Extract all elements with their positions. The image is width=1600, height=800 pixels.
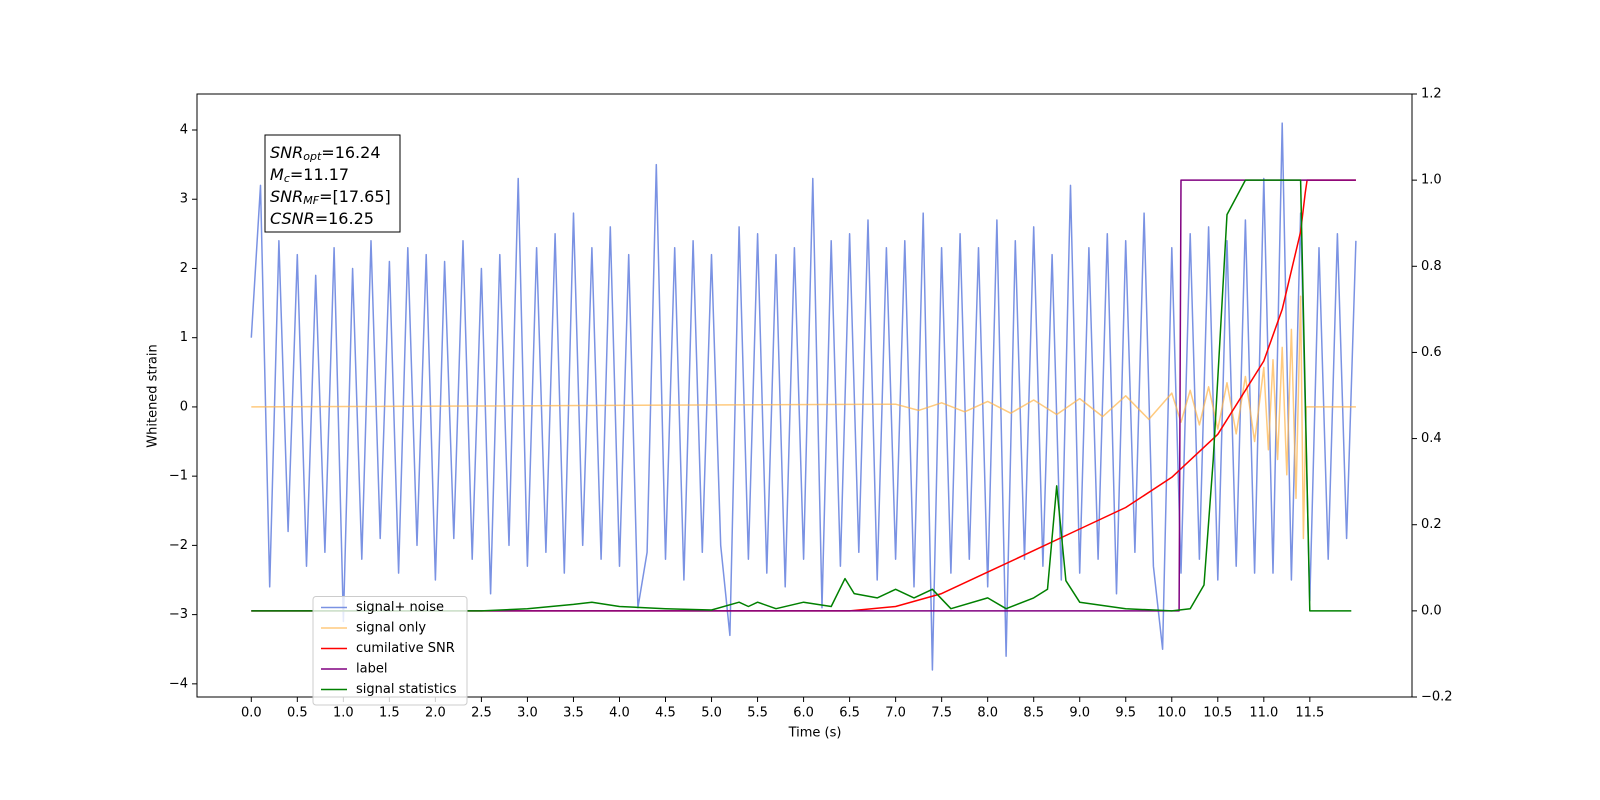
y-tick-label: 3 — [180, 192, 188, 207]
x-tick-label: 10.5 — [1203, 706, 1232, 721]
x-axis-label: Time (s) — [788, 726, 842, 741]
y2-tick-label: 0.6 — [1421, 345, 1442, 360]
x-tick-label: 9.5 — [1115, 706, 1136, 721]
legend-frame — [312, 596, 468, 706]
x-tick-label: 7.0 — [885, 706, 906, 721]
annotation-value: =16.24 — [321, 143, 380, 162]
x-tick-label: 4.5 — [655, 706, 676, 721]
legend-label: signal only — [356, 621, 426, 636]
y-tick-label: −1 — [169, 469, 188, 484]
annotation-box — [264, 134, 401, 233]
x-tick-label: 11.5 — [1295, 706, 1324, 721]
y2-tick-label: 1.0 — [1421, 173, 1442, 188]
x-tick-label: 5.0 — [701, 706, 722, 721]
x-tick-label: 9.0 — [1069, 706, 1090, 721]
x-tick-label: 3.5 — [563, 706, 584, 721]
y-tick-label: −3 — [169, 607, 188, 622]
x-tick-label: 6.5 — [839, 706, 860, 721]
annotation-line: SNRMF=[17.65] — [270, 187, 391, 208]
series-line — [251, 295, 1356, 540]
annotation-line: SNRopt=16.24 — [270, 143, 381, 164]
legend-label: signal statistics — [356, 682, 457, 697]
y-tick-label: 2 — [180, 261, 188, 276]
y2-tick-label: 1.2 — [1421, 87, 1442, 102]
x-tick-label: 1.5 — [379, 706, 400, 721]
y2-tick-label: −0.2 — [1421, 690, 1453, 705]
series-line — [251, 179, 1352, 612]
x-tick-label: 11.0 — [1249, 706, 1278, 721]
y-axis-label: Whitened strain — [146, 344, 161, 447]
x-tick-label: 5.5 — [747, 706, 768, 721]
legend-label: signal+ noise — [356, 600, 444, 615]
x-tick-label: 2.5 — [471, 706, 492, 721]
legend-label: cumilative SNR — [356, 641, 455, 656]
annotation: SNRopt=16.24Mc=11.17SNRMF=[17.65]CSNR=16… — [264, 134, 401, 233]
x-tick-label: 7.5 — [931, 706, 952, 721]
series-line — [251, 179, 1356, 612]
annotation-symbol: SNR — [270, 143, 303, 162]
annotation-subscript: opt — [303, 150, 322, 163]
y2-tick-label: 0.0 — [1421, 603, 1442, 618]
annotation-subscript: MF — [303, 194, 319, 207]
legend: signal+ noise signal only cumilative SNR la… — [312, 596, 468, 706]
y2-tick-label: 0.2 — [1421, 517, 1442, 532]
annotation-value: =11.17 — [290, 165, 349, 184]
y2-tick-label: 0.8 — [1421, 259, 1442, 274]
x-tick-label: 8.0 — [977, 706, 998, 721]
y-tick-label: −4 — [169, 676, 188, 691]
series-line — [250, 122, 1357, 671]
annotation-value: =[17.65] — [319, 187, 391, 206]
legend-label: label — [356, 662, 387, 677]
y2-tick-label: 0.4 — [1421, 431, 1442, 446]
annotation-symbol: M — [270, 165, 284, 184]
annotation-symbol: SNR — [270, 187, 303, 206]
y-tick-label: 4 — [180, 123, 188, 138]
x-tick-label: 2.0 — [425, 706, 446, 721]
y-tick-label: 1 — [180, 330, 188, 345]
x-tick-label: 3.0 — [517, 706, 538, 721]
x-tick-label: 10.0 — [1157, 706, 1186, 721]
y-tick-label: −2 — [169, 538, 188, 553]
annotation-line: Mc=11.17 — [270, 165, 349, 186]
annotation-line: CSNR=16.25 — [270, 209, 374, 228]
annotation-symbol: CSNR — [270, 209, 315, 228]
plot-frame — [196, 93, 1413, 698]
x-tick-label: 6.0 — [793, 706, 814, 721]
x-tick-label: 0.5 — [287, 706, 308, 721]
annotation-value: =16.25 — [315, 209, 374, 228]
x-tick-label: 1.0 — [333, 706, 354, 721]
x-tick-label: 8.5 — [1023, 706, 1044, 721]
x-tick-label: 0.0 — [241, 706, 262, 721]
x-tick-label: 4.0 — [609, 706, 630, 721]
y-tick-label: 0 — [180, 399, 188, 414]
annotation-subscript: c — [284, 172, 290, 185]
